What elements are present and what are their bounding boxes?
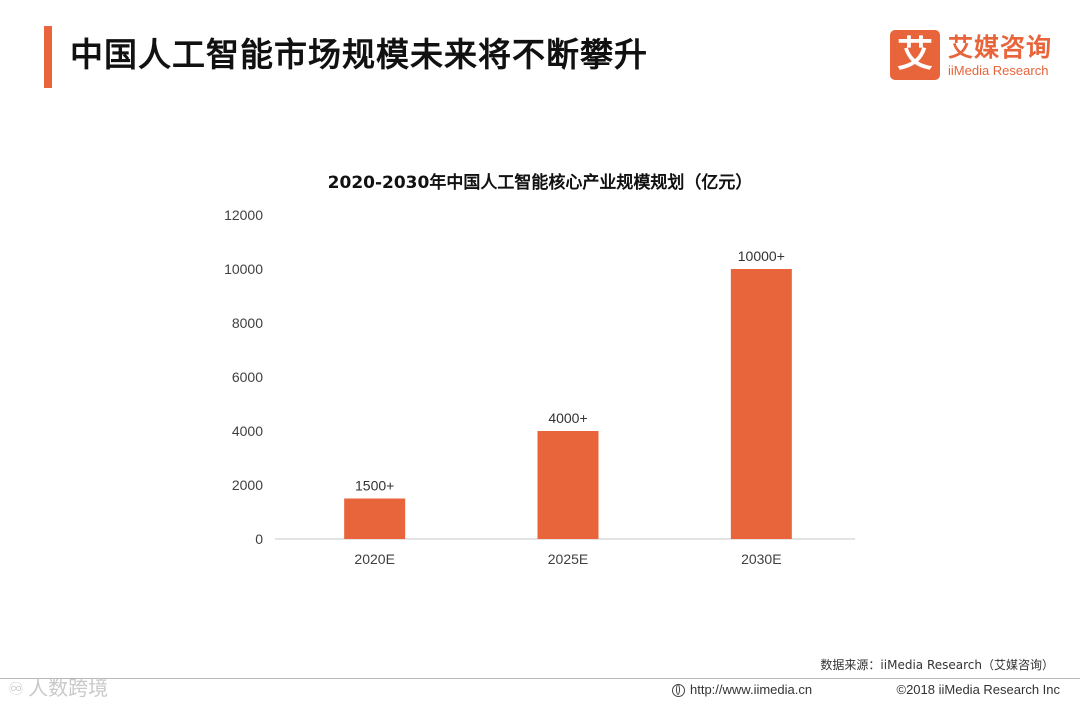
y-tick-label: 2000 xyxy=(232,477,263,493)
bar-2025E xyxy=(537,431,599,539)
x-tick-label: 2020E xyxy=(354,551,394,567)
data-label: 1500+ xyxy=(355,478,394,494)
x-tick-label: 2030E xyxy=(741,551,781,567)
y-tick-label: 0 xyxy=(255,531,263,547)
data-label: 10000+ xyxy=(738,248,785,264)
weibo-icon: ♾ xyxy=(8,679,25,700)
chart-title: 2020-2030年中国人工智能核心产业规模规划（亿元） xyxy=(328,172,753,193)
data-label: 4000+ xyxy=(548,410,587,426)
iimedia-logo: 艾 艾媒咨询 iiMedia Research xyxy=(890,28,1070,84)
page-title: 中国人工智能市场规模未来将不断攀升 xyxy=(70,35,648,74)
y-tick-label: 8000 xyxy=(232,315,263,331)
x-tick-label: 2025E xyxy=(548,551,588,567)
footer-divider xyxy=(0,678,1080,679)
y-tick-label: 12000 xyxy=(224,207,263,223)
logo-chinese-name: 艾媒咨询 xyxy=(948,33,1053,62)
watermark: ♾ 人数跨境 xyxy=(8,672,108,701)
data-source-note: 数据来源：iiMedia Research（艾媒咨询） xyxy=(820,658,1054,672)
footer-copyright: ©2018 iiMedia Research Inc xyxy=(896,682,1061,697)
logo-english-name: iiMedia Research xyxy=(948,63,1049,78)
globe-icon xyxy=(672,684,685,697)
footer-url-text: http://www.iimedia.cn xyxy=(690,682,813,697)
y-tick-label: 10000 xyxy=(224,261,263,277)
bar-2020E xyxy=(344,498,406,539)
footer-url[interactable]: http://www.iimedia.cn xyxy=(672,682,812,697)
y-tick-label: 4000 xyxy=(232,423,263,439)
watermark-text: 人数跨境 xyxy=(28,676,109,700)
y-tick-label: 6000 xyxy=(232,369,263,385)
title-accent-bar xyxy=(44,26,52,88)
logo-mark: 艾 xyxy=(890,30,940,80)
bar-2030E xyxy=(730,269,792,539)
